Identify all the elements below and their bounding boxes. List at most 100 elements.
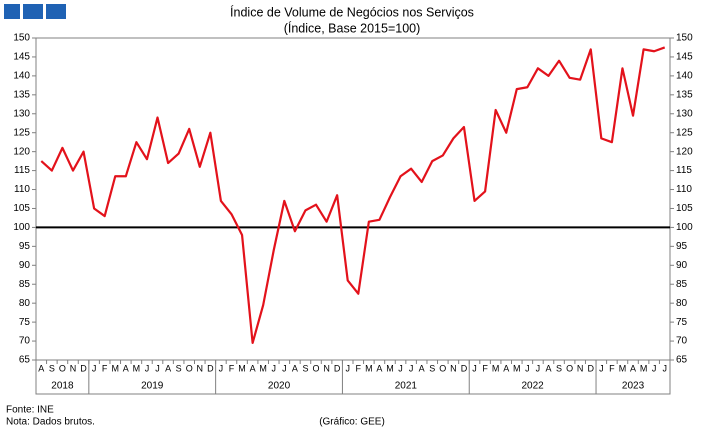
x-tick-label: A [545, 363, 551, 373]
y-tick-label: 130 [13, 108, 30, 119]
y-tick-label: 135 [13, 89, 30, 100]
y2-tick-label: 65 [676, 355, 688, 366]
x-tick-label: S [556, 363, 562, 373]
x-tick-label: M [112, 363, 120, 373]
x-tick-label: D [588, 363, 595, 373]
y-tick-label: 65 [19, 355, 31, 366]
x-tick-label: N [197, 363, 204, 373]
x-tick-label: J [92, 363, 97, 373]
y2-tick-label: 110 [676, 184, 692, 195]
note: Nota: Dados brutos. [6, 417, 95, 428]
x-tick-label: J [272, 363, 277, 373]
y-tick-label: 140 [13, 71, 30, 82]
x-tick-label: J [472, 363, 477, 373]
x-tick-label: N [323, 363, 330, 373]
x-tick-label: M [492, 363, 500, 373]
x-tick-label: M [238, 363, 246, 373]
x-tick-label: F [229, 363, 235, 373]
x-tick-label: J [652, 363, 657, 373]
x-group-label: 2023 [622, 381, 645, 392]
y-tick-label: 90 [19, 260, 31, 271]
y-tick-label: 120 [13, 146, 30, 157]
x-group-label: 2019 [141, 381, 164, 392]
x-tick-label: J [345, 363, 350, 373]
x-tick-label: S [302, 363, 308, 373]
x-tick-label: J [662, 363, 667, 373]
x-tick-label: D [80, 363, 87, 373]
y-tick-label: 100 [13, 222, 30, 233]
x-tick-label: S [176, 363, 182, 373]
x-tick-label: N [70, 363, 77, 373]
x-tick-label: F [102, 363, 108, 373]
logo-square [23, 4, 43, 19]
logo-square [4, 4, 20, 19]
x-tick-label: A [503, 363, 509, 373]
x-tick-label: J [155, 363, 160, 373]
data-line [40, 46, 666, 345]
x-group-label: 2022 [522, 381, 545, 392]
x-tick-label: O [313, 363, 320, 373]
x-group-label: 2018 [51, 381, 74, 392]
x-tick-label: J [282, 363, 287, 373]
y-tick-label: 105 [13, 203, 30, 214]
x-tick-label: S [49, 363, 55, 373]
y-tick-label: 110 [14, 184, 30, 195]
x-tick-label: O [439, 363, 446, 373]
y-tick-label: 80 [19, 298, 31, 309]
x-tick-label: F [609, 363, 615, 373]
y2-tick-label: 150 [676, 33, 693, 44]
x-tick-label: D [461, 363, 468, 373]
y2-tick-label: 120 [676, 146, 693, 157]
y2-tick-label: 85 [676, 279, 688, 290]
x-tick-label: N [450, 363, 457, 373]
y2-tick-label: 115 [676, 165, 692, 176]
x-tick-label: F [482, 363, 488, 373]
x-group-label: 2021 [395, 381, 418, 392]
x-tick-label: F [356, 363, 362, 373]
x-tick-label: M [365, 363, 373, 373]
x-tick-label: O [186, 363, 193, 373]
y-tick-label: 95 [19, 241, 31, 252]
x-tick-label: M [513, 363, 521, 373]
x-tick-label: J [525, 363, 530, 373]
y-tick-label: 150 [13, 33, 30, 44]
credit: (Gráfico: GEE) [319, 417, 385, 428]
x-tick-label: A [165, 363, 171, 373]
x-tick-label: J [219, 363, 224, 373]
x-tick-label: A [123, 363, 129, 373]
x-tick-label: A [419, 363, 425, 373]
y2-tick-label: 130 [676, 108, 693, 119]
chart-subtitle: (Índice, Base 2015=100) [284, 20, 421, 35]
x-tick-label: J [145, 363, 150, 373]
y2-tick-label: 140 [676, 71, 693, 82]
y2-tick-label: 90 [676, 260, 688, 271]
y2-tick-label: 145 [676, 52, 693, 63]
x-tick-label: M [386, 363, 394, 373]
y2-tick-label: 75 [676, 317, 688, 328]
y-tick-label: 70 [19, 336, 31, 347]
x-tick-label: J [398, 363, 403, 373]
x-tick-label: S [429, 363, 435, 373]
y2-tick-label: 95 [676, 241, 688, 252]
y2-tick-label: 100 [676, 222, 693, 233]
x-tick-label: O [566, 363, 573, 373]
x-tick-label: D [207, 363, 214, 373]
x-tick-label: J [409, 363, 414, 373]
y-tick-label: 115 [14, 165, 30, 176]
x-tick-label: N [577, 363, 584, 373]
y2-tick-label: 70 [676, 336, 688, 347]
x-tick-label: J [536, 363, 541, 373]
y2-tick-label: 135 [676, 89, 693, 100]
x-tick-label: J [599, 363, 604, 373]
y-tick-label: 85 [19, 279, 31, 290]
x-tick-label: D [334, 363, 341, 373]
y2-tick-label: 80 [676, 298, 688, 309]
x-tick-label: M [619, 363, 627, 373]
source: Fonte: INE [6, 405, 54, 416]
y2-tick-label: 125 [676, 127, 693, 138]
x-tick-label: A [38, 363, 44, 373]
x-tick-label: A [292, 363, 298, 373]
x-tick-label: A [630, 363, 636, 373]
